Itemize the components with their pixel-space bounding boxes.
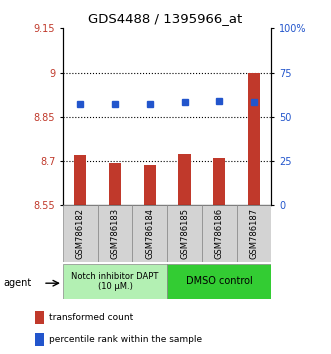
Text: GDS4488 / 1395966_at: GDS4488 / 1395966_at	[88, 12, 243, 25]
Text: GSM786182: GSM786182	[76, 208, 85, 259]
Text: agent: agent	[3, 278, 31, 288]
Text: percentile rank within the sample: percentile rank within the sample	[49, 335, 202, 344]
Text: DMSO control: DMSO control	[186, 276, 253, 286]
Text: GSM786183: GSM786183	[111, 208, 119, 259]
Text: transformed count: transformed count	[49, 313, 133, 322]
Bar	[74, 155, 86, 205]
FancyBboxPatch shape	[237, 205, 271, 262]
FancyBboxPatch shape	[63, 205, 98, 262]
Bar	[109, 162, 121, 205]
Bar	[144, 166, 156, 205]
Bar	[178, 154, 191, 205]
FancyBboxPatch shape	[202, 205, 237, 262]
Text: GSM786185: GSM786185	[180, 208, 189, 259]
FancyBboxPatch shape	[167, 264, 271, 299]
Text: GSM786184: GSM786184	[145, 208, 154, 259]
Text: GSM786187: GSM786187	[250, 208, 259, 259]
FancyBboxPatch shape	[98, 205, 132, 262]
Bar	[248, 73, 260, 205]
FancyBboxPatch shape	[167, 205, 202, 262]
FancyBboxPatch shape	[132, 205, 167, 262]
Bar	[35, 333, 44, 346]
FancyBboxPatch shape	[63, 264, 167, 299]
Text: Notch inhibitor DAPT
(10 μM.): Notch inhibitor DAPT (10 μM.)	[71, 272, 159, 291]
Bar	[35, 311, 44, 324]
Bar	[213, 158, 225, 205]
Text: GSM786186: GSM786186	[215, 208, 224, 259]
